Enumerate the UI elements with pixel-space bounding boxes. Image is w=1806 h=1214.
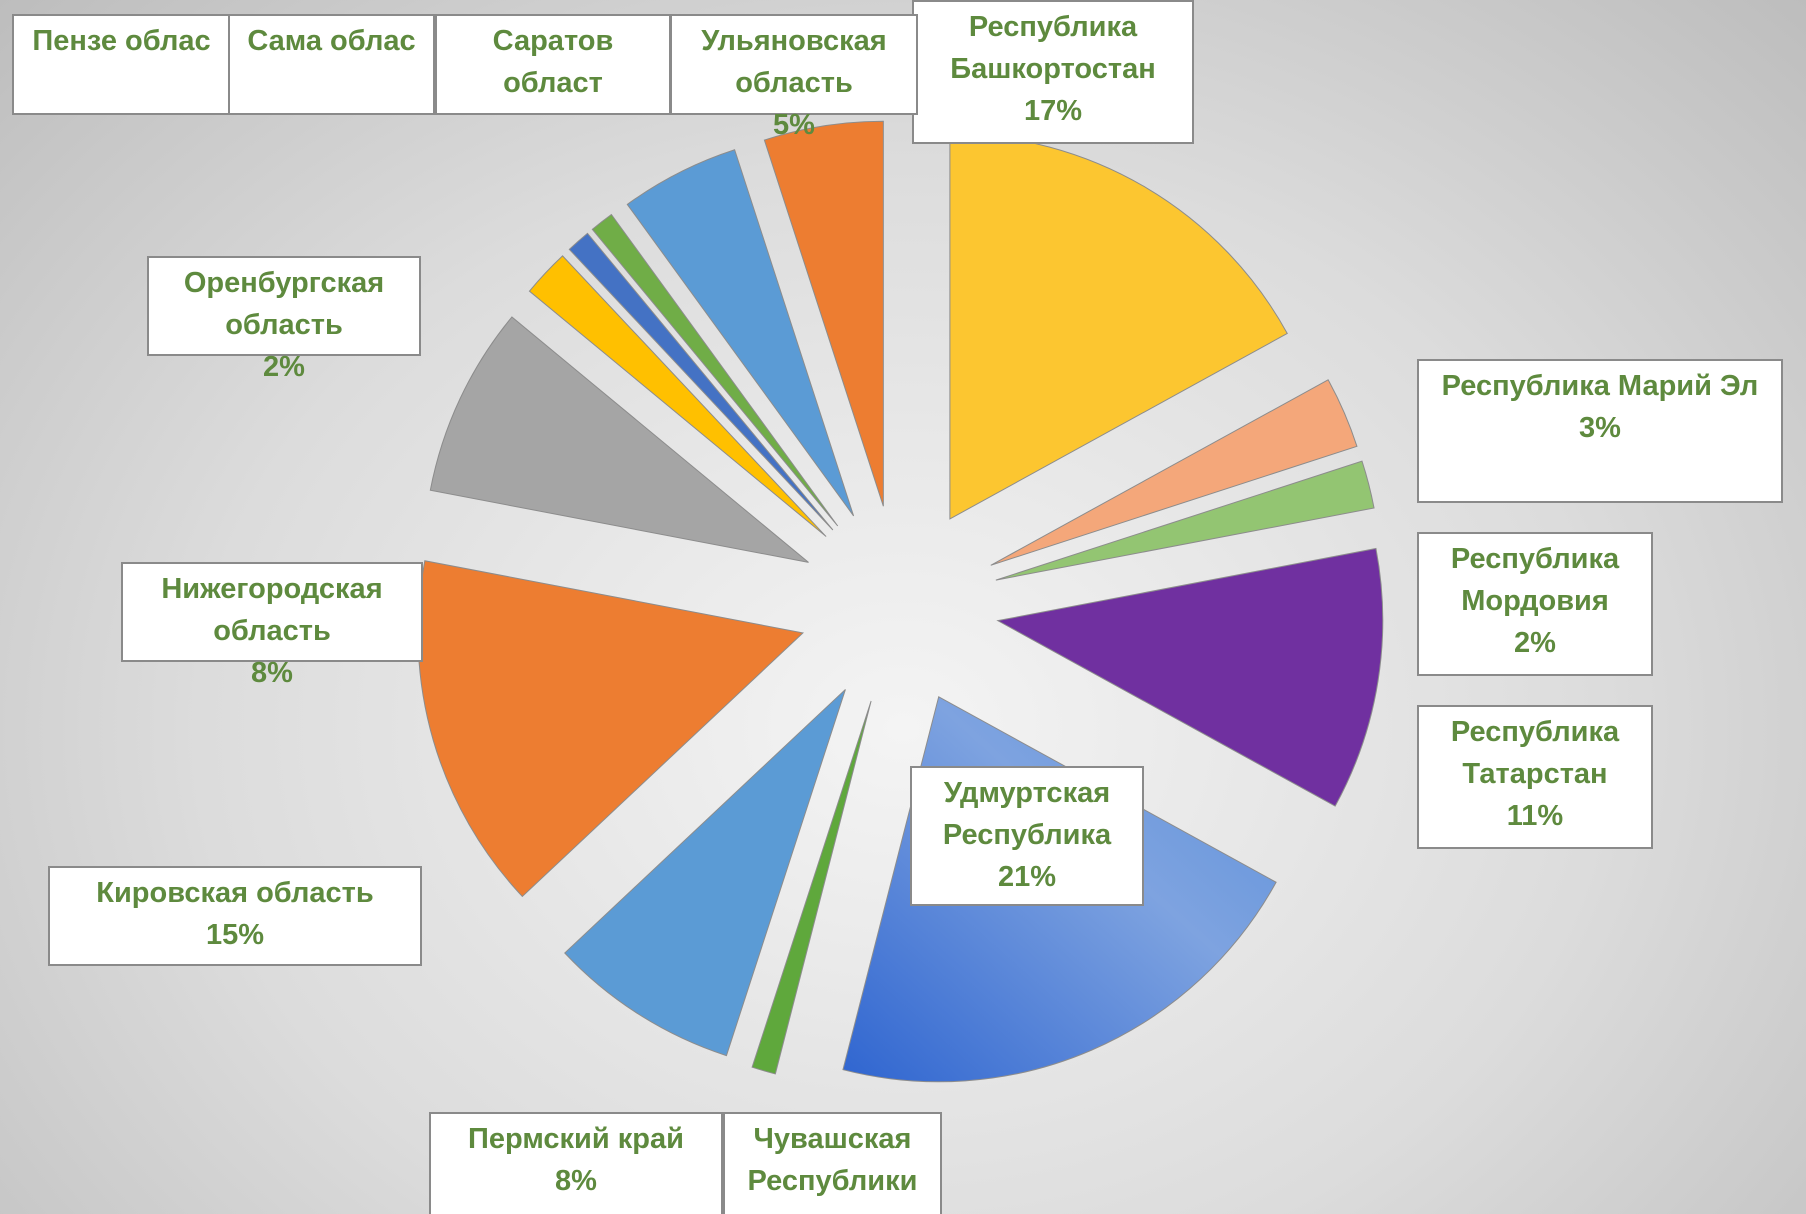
label-name: Пермский край: [468, 1123, 684, 1155]
label-name: Республика Башкортостан: [950, 11, 1155, 85]
data-label: Саратов област: [435, 14, 671, 115]
label-name: Кировская область: [96, 877, 373, 909]
label-value: 8%: [555, 1165, 597, 1197]
label-value: 2%: [1514, 627, 1556, 659]
label-name: Пензе облас: [32, 25, 210, 57]
label-name: Чувашская Республики: [748, 1123, 918, 1197]
data-label: Пермский край 8%: [429, 1112, 723, 1214]
data-label: Республика Мордовия 2%: [1417, 532, 1653, 676]
data-label: Республика Башкортостан 17%: [912, 0, 1194, 144]
label-value: 15%: [206, 919, 264, 951]
data-label: Сама облас: [228, 14, 435, 115]
data-label: Удмуртская Республика 21%: [910, 766, 1144, 906]
label-name: Саратов област: [493, 25, 614, 99]
label-name: Республика Татарстан: [1451, 716, 1619, 790]
label-value: 5%: [773, 109, 815, 141]
label-value: 8%: [251, 657, 293, 689]
label-name: Республика Марий Эл: [1442, 370, 1759, 402]
data-label: Республика Марий Эл 3%: [1417, 359, 1783, 503]
label-value: 21%: [998, 861, 1056, 893]
label-name: Сама облас: [247, 25, 415, 57]
label-value: 3%: [1579, 412, 1621, 444]
label-name: Ульяновская область: [701, 25, 886, 99]
data-label: Республика Татарстан 11%: [1417, 705, 1653, 849]
chart: Республика Башкортостан 17% Республика Мар…: [0, 0, 1806, 1214]
data-label: Пензе облас: [12, 14, 231, 115]
data-label: Чувашская Республики: [723, 1112, 942, 1214]
label-value: 11%: [1507, 800, 1563, 832]
label-name: Нижегородская область: [161, 573, 382, 647]
label-name: Удмуртская Республика: [943, 777, 1111, 851]
label-value: 2%: [263, 351, 305, 383]
label-value: 17%: [1024, 95, 1082, 127]
label-name: Республика Мордовия: [1451, 543, 1619, 617]
label-name: Оренбургская область: [184, 267, 384, 341]
data-label: Кировская область 15%: [48, 866, 422, 966]
